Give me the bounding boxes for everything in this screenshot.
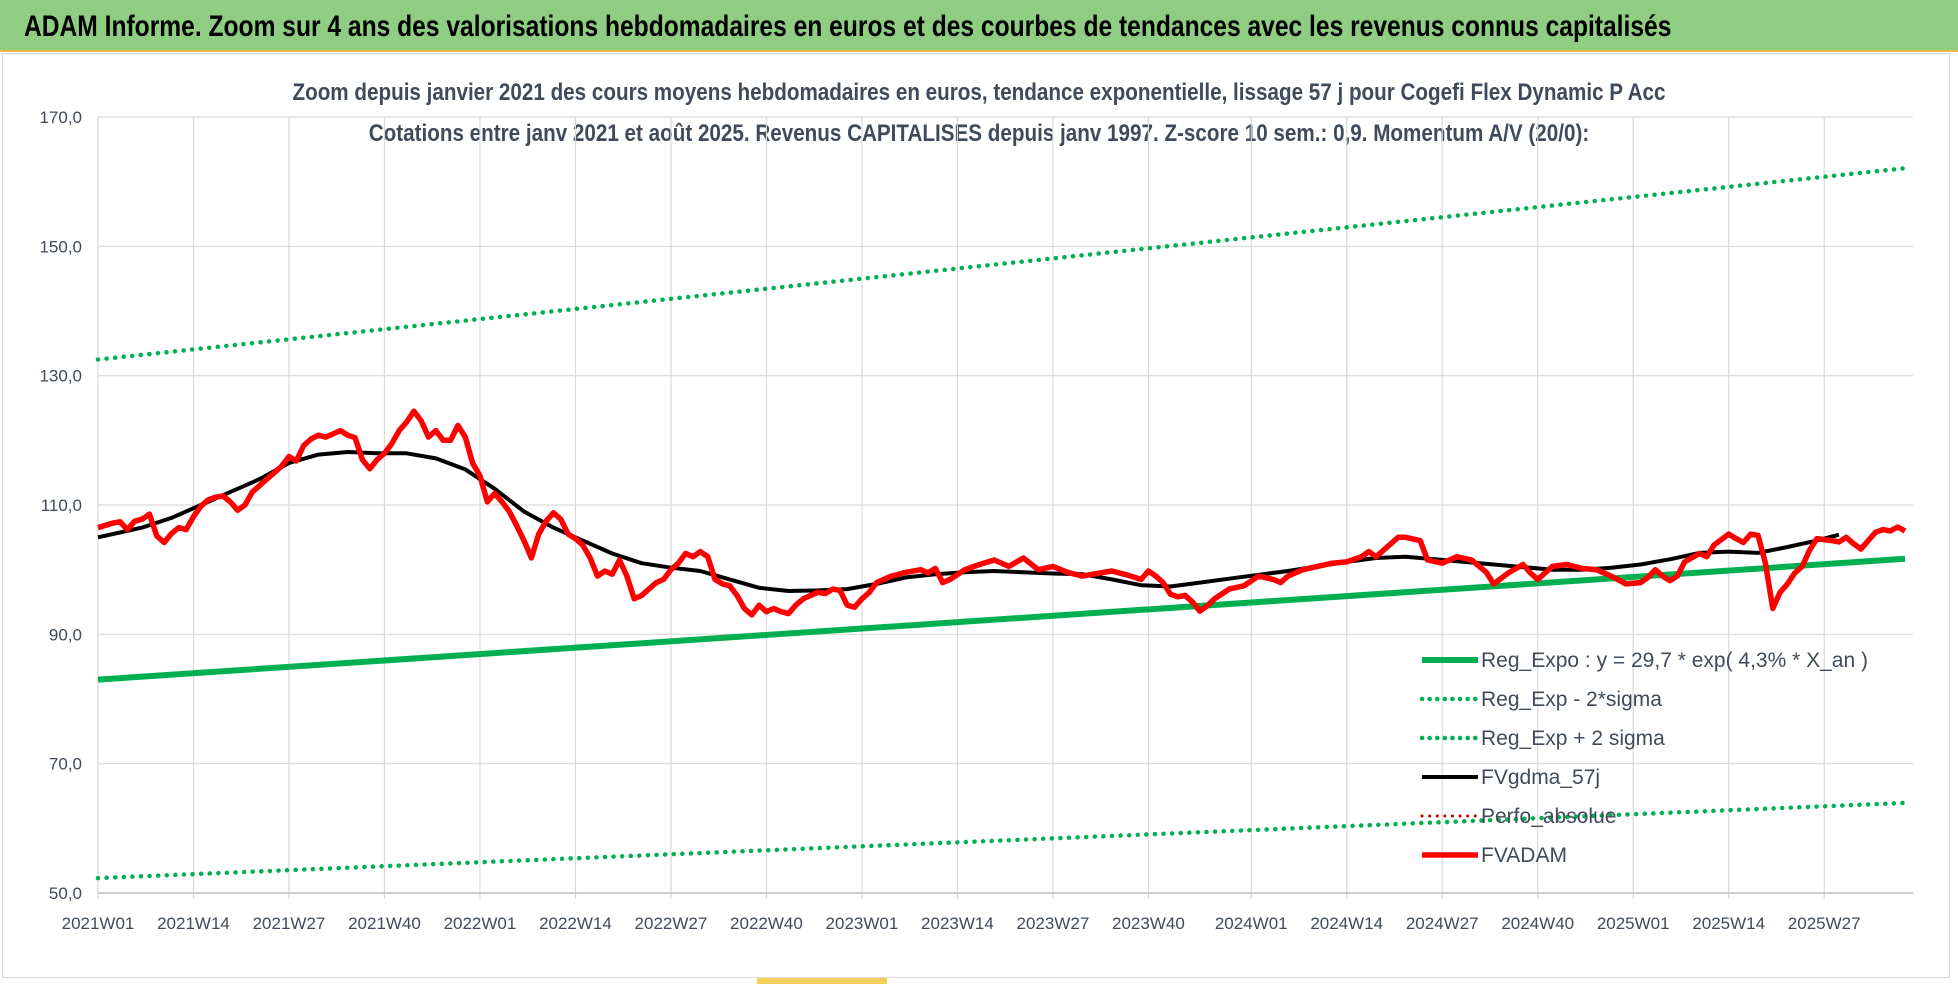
x-tick-label: 2022W01: [444, 914, 517, 933]
x-tick-label: 2025W27: [1788, 914, 1861, 933]
x-tick-label: 2022W40: [730, 914, 803, 933]
legend-entry: Reg_Exp - 2*sigma: [1481, 688, 1662, 711]
legend-entry: Perfo_absolue: [1481, 805, 1616, 828]
x-tick-label: 2022W27: [635, 914, 708, 933]
y-tick-label: 130,0: [39, 367, 82, 386]
y-tick-label: 50,0: [49, 884, 82, 903]
x-tick-label: 2021W14: [157, 914, 230, 933]
legend-entry: FVgdma_57j: [1481, 766, 1600, 789]
bottom-accent: [757, 978, 887, 984]
banner: ADAM Informe. Zoom sur 4 ans des valoris…: [0, 0, 1958, 52]
legend-entry: Reg_Expo : y = 29,7 * exp( 4,3% * X_an ): [1481, 649, 1868, 672]
x-tick-label: 2022W14: [539, 914, 612, 933]
y-tick-label: 150,0: [39, 237, 82, 256]
x-tick-label: 2021W40: [348, 914, 421, 933]
series-layer: [95, 165, 1908, 881]
x-tick-label: 2024W40: [1501, 914, 1574, 933]
chart-title: Zoom depuis janvier 2021 des cours moyen…: [292, 79, 1666, 106]
series-line-reg-exp: [95, 165, 1908, 362]
x-tick-label: 2023W40: [1112, 914, 1185, 933]
y-tick-label: 110,0: [41, 496, 82, 515]
x-tick-label: 2024W27: [1406, 914, 1479, 933]
series-line-reg-expo: [97, 555, 1906, 683]
chart-subtitle: Cotations entre janv 2021 et août 2025. …: [368, 120, 1590, 147]
y-tick-label: 70,0: [49, 755, 82, 774]
legend-entry: FVADAM: [1481, 844, 1567, 867]
x-tick-label: 2024W14: [1310, 914, 1383, 933]
series-line-fvadam: [97, 408, 1907, 618]
x-tick-label: 2021W27: [253, 914, 326, 933]
x-tick-label: 2023W01: [826, 914, 899, 933]
x-tick-label: 2025W01: [1597, 914, 1670, 933]
axis-labels: 170,0 150,0 130,0 110,0 90,0 70,0 50,0 2021W01 2…: [39, 108, 1860, 933]
x-tick-label: 2024W01: [1215, 914, 1288, 933]
y-tick-label: 90,0: [49, 625, 82, 644]
grid-lines: [97, 116, 1913, 899]
x-tick-label: 2021W01: [62, 914, 135, 933]
chart-frame: [2, 53, 1950, 978]
banner-title: ADAM Informe. Zoom sur 4 ans des valoris…: [24, 10, 1672, 43]
x-tick-label: 2025W14: [1692, 914, 1765, 933]
y-tick-label: 170,0: [39, 108, 82, 127]
legend: Reg_Expo : y = 29,7 * exp( 4,3% * X_an )…: [1419, 649, 1868, 867]
x-tick-label: 2023W14: [921, 914, 994, 933]
series-line-fvgdma-57j: [97, 450, 1840, 593]
series-line-reg-exp: [95, 800, 1908, 881]
x-tick-label: 2023W27: [1017, 914, 1090, 933]
legend-entry: Reg_Exp + 2 sigma: [1481, 727, 1665, 750]
